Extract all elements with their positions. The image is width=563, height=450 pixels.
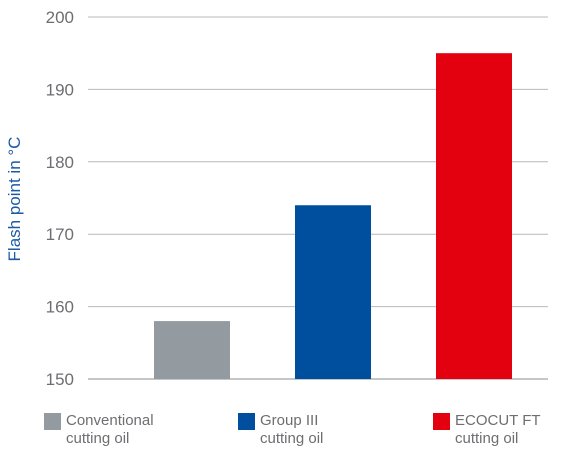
bar — [436, 53, 512, 379]
y-tick-label: 160 — [46, 298, 74, 317]
y-axis-label: Flash point in °C — [5, 137, 24, 262]
bars — [154, 53, 512, 379]
legend-label-line1: Group III — [260, 412, 318, 429]
legend-swatch — [238, 413, 255, 430]
y-tick-label: 170 — [46, 225, 74, 244]
legend-swatch — [433, 413, 450, 430]
y-tick-labels: 150 160 170 180 190 200 — [46, 8, 74, 389]
y-tick-label: 150 — [46, 370, 74, 389]
y-tick-label: 180 — [46, 153, 74, 172]
y-tick-label: 200 — [46, 8, 74, 27]
bar — [295, 205, 371, 379]
legend-label-line2: cutting oil — [260, 430, 323, 447]
legend-label-line2: cutting oil — [66, 430, 129, 447]
legend-label-line2: cutting oil — [455, 430, 518, 447]
legend-label-line1: Conventional — [66, 412, 154, 429]
legend-swatch — [44, 413, 61, 430]
bar — [154, 321, 230, 379]
y-tick-label: 190 — [46, 80, 74, 99]
legend-label-line1: ECOCUT FT — [455, 412, 541, 429]
